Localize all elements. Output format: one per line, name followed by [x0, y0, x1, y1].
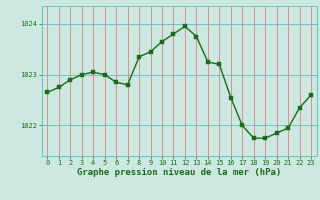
- X-axis label: Graphe pression niveau de la mer (hPa): Graphe pression niveau de la mer (hPa): [77, 168, 281, 177]
